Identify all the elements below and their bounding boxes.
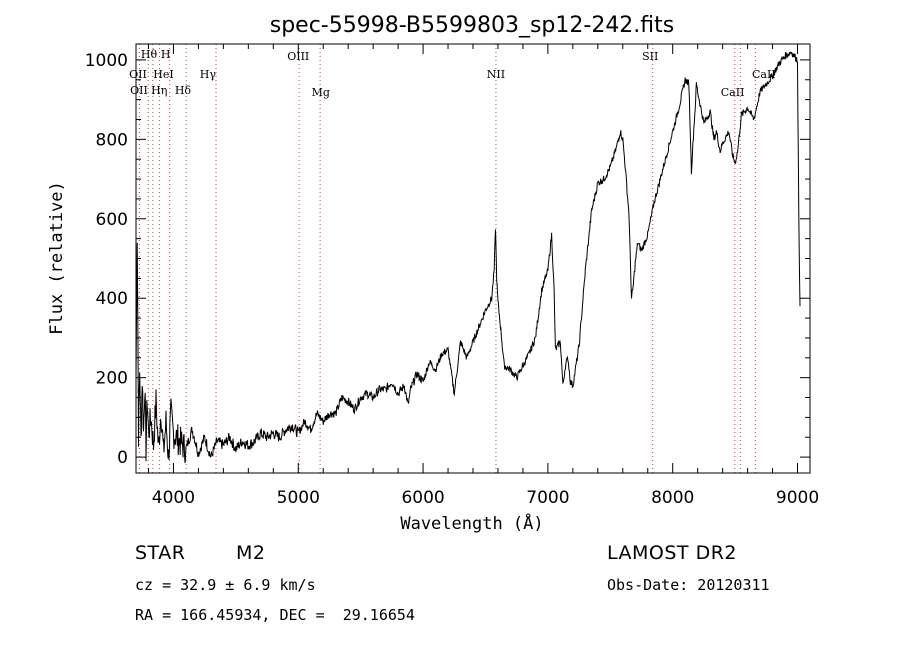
x-tick-label: 8000: [651, 488, 694, 508]
line-annotation: Mg: [312, 86, 330, 99]
line-annotation: Hθ: [141, 48, 158, 61]
line-annotation: CaII: [721, 86, 745, 99]
object-type: STAR: [135, 542, 186, 564]
line-annotation: OII: [129, 68, 147, 81]
line-annotation: Hδ: [175, 84, 192, 97]
y-tick-label: 600: [96, 210, 128, 230]
object-subclass: M2: [236, 542, 266, 564]
y-tick-label: 800: [96, 130, 128, 150]
y-axis: 0 200 400 600 800 1000: [85, 51, 810, 468]
x-tick-label: 7000: [526, 488, 569, 508]
spectrum-series-line: [135, 51, 801, 464]
line-annotation: Hη: [151, 84, 167, 97]
line-annotation: H: [161, 48, 171, 61]
y-axis-label: Flux (relative): [47, 181, 67, 335]
cz-value: cz = 32.9 ± 6.9 km/s: [135, 576, 316, 594]
line-annotation: CaII: [752, 68, 776, 81]
series-group: [135, 51, 801, 464]
line-marker-group: [138, 44, 756, 473]
x-tick-label: 9000: [776, 488, 819, 508]
y-tick-label: 0: [117, 448, 128, 468]
plot-frame: [135, 43, 811, 474]
x-tick-label: 6000: [401, 488, 444, 508]
y-tick-label: 400: [96, 289, 128, 309]
obs-date: Obs-Date: 20120311: [607, 576, 770, 594]
line-annotation: HeI: [153, 68, 173, 81]
line-annotation: OIII: [287, 50, 309, 63]
survey-name: LAMOST DR2: [607, 542, 737, 564]
x-tick-label: 4000: [152, 488, 195, 508]
line-annotation: OII: [130, 84, 148, 97]
x-axis-label: Wavelength (Å): [400, 512, 543, 534]
x-tick-label: 5000: [277, 488, 320, 508]
x-axis: 4000 5000 6000 7000 8000 9000: [147, 44, 819, 508]
coordinates: RA = 166.45934, DEC = 29.16654: [135, 606, 415, 624]
y-tick-label: 1000: [85, 51, 128, 71]
line-annotation: SII: [642, 50, 658, 63]
y-tick-label: 200: [96, 369, 128, 389]
line-annotation: Hγ: [200, 68, 217, 81]
chart-title: spec-55998-B5599803_sp12-242.fits: [270, 13, 675, 38]
line-annotation: NII: [487, 68, 505, 81]
